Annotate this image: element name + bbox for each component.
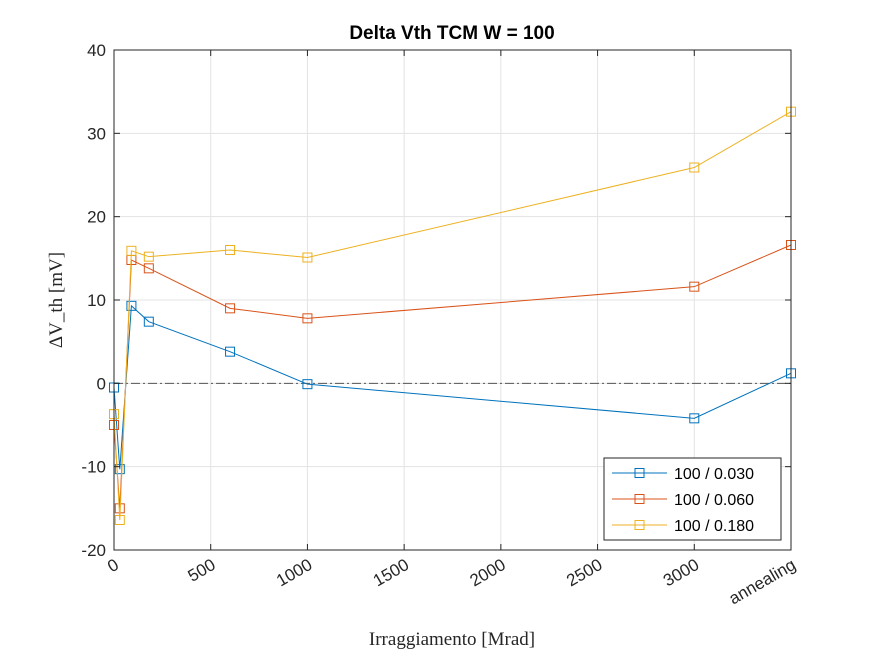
chart-title: Delta Vth TCM W = 100 — [349, 23, 554, 44]
data-point — [225, 346, 236, 357]
y-tick-label: 20 — [87, 208, 106, 227]
y-tick-label: 40 — [87, 41, 106, 60]
data-point — [114, 464, 125, 475]
data-point — [302, 313, 313, 324]
legend-label: 100 / 0.060 — [674, 492, 754, 509]
data-point — [689, 413, 700, 424]
series-group — [109, 106, 796, 525]
data-point — [143, 316, 154, 327]
legend-marker — [634, 494, 645, 504]
y-tick-label: -10 — [81, 458, 106, 477]
series-line — [113, 304, 792, 470]
legend-marker — [634, 468, 645, 478]
x-axis-label: Irraggiamento [Mrad] — [369, 629, 535, 650]
legend: 100 / 0.030 100 / 0.060 100 / 0.180 — [603, 457, 782, 541]
data-point — [225, 245, 236, 255]
data-point — [689, 162, 700, 173]
data-point — [126, 300, 137, 311]
y-tick-label: 30 — [87, 124, 106, 143]
y-ticks: -20 -10 0 10 20 30 40 — [81, 41, 791, 560]
data-point — [302, 252, 313, 263]
y-tick-label: 10 — [87, 291, 106, 310]
data-point — [143, 263, 154, 274]
data-point — [114, 515, 125, 525]
data-point — [225, 303, 236, 314]
data-point — [126, 245, 137, 256]
series-line — [113, 111, 792, 521]
legend-label: 100 / 0.180 — [674, 518, 754, 535]
y-tick-label: -20 — [81, 541, 106, 560]
data-point — [302, 379, 313, 390]
y-tick-label: 0 — [97, 374, 106, 393]
data-point — [689, 281, 700, 292]
legend-label: 100 / 0.030 — [674, 466, 754, 483]
legend-marker — [634, 520, 645, 530]
data-point — [143, 251, 154, 262]
y-axis-label: ΔV_th [mV] — [46, 252, 67, 348]
